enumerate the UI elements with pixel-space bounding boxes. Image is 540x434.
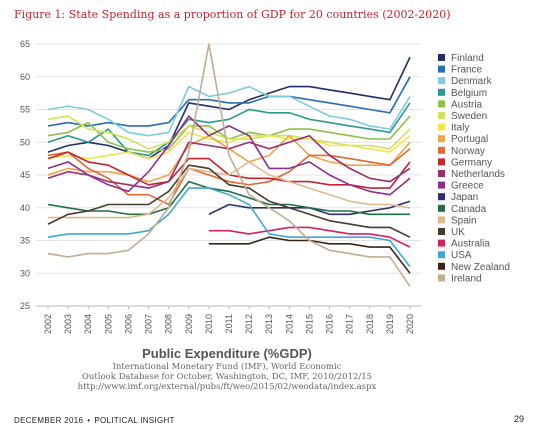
y-tick-label: 35 [20,236,30,246]
y-tick-label: 65 [20,39,30,49]
source-line-3: http://www.imf.org/external/pubs/ft/weo/… [77,382,377,392]
legend-swatch-belgium [438,88,445,96]
x-tick-label: 2015 [304,314,314,334]
x-tick-label: 2018 [365,314,375,334]
legend-swatch-ireland [438,274,445,282]
y-tick-label: 60 [20,72,30,82]
footer-publication: POLITICAL INSIGHT [94,416,175,425]
legend-swatch-spain [438,216,445,224]
series-line-finland [47,56,411,160]
legend-swatch-france [438,65,445,73]
x-axis-title: Public Expenditure (%GDP) [142,346,312,361]
series-line-belgium [47,102,411,157]
legend-swatch-japan [438,193,445,201]
legend-swatch-austria [438,100,445,108]
x-tick-label: 2020 [405,314,415,334]
legend-label-france: France [451,65,483,76]
y-tick-label: 30 [20,268,30,278]
legend-swatch-canada [438,204,445,212]
series-line-ireland [47,43,411,287]
series-lines [47,43,411,287]
legend-swatch-finland [438,54,445,61]
legend-label-ireland: Ireland [451,273,482,284]
x-tick-label: 2003 [63,314,73,334]
series-line-spain [48,161,411,219]
legend-label-uk: UK [451,227,465,238]
source-line-1: International Monetary Fund (IMF), World… [112,362,342,372]
series-line-denmark [47,85,411,137]
series-line-usa [47,187,411,268]
x-tick-label: 2010 [204,314,214,334]
legend-label-usa: USA [451,250,472,261]
x-tick-label: 2002 [43,314,53,334]
legend-label-denmark: Denmark [451,76,493,87]
legend-label-germany: Germany [451,157,492,168]
x-tick-label: 2016 [325,314,335,334]
legend-label-austria: Austria [451,99,483,110]
legend-swatch-portugal [438,135,445,143]
series-line-italy [47,131,411,160]
legend-label-portugal: Portugal [451,134,488,145]
legend-swatch-new-zealand [438,262,445,270]
y-tick-label: 40 [20,203,30,213]
y-tick-label: 50 [20,137,30,147]
series-line-uk [47,164,411,238]
legend-label-spain: Spain [451,215,477,226]
y-tick-label: 55 [20,105,30,115]
legend-label-canada: Canada [451,204,486,215]
legend-swatch-italy [438,123,445,131]
legend-label-greece: Greece [451,181,484,192]
legend: FinlandFranceDenmarkBelgiumAustriaSweden… [438,53,510,284]
footer-left: DECEMBER 2016 • POLITICAL INSIGHT [14,416,175,425]
page-number: 29 [513,414,524,424]
series-line-france [47,76,411,127]
footer-month: DECEMBER 2016 [14,416,84,425]
legend-swatch-norway [438,146,445,154]
legend-swatch-sweden [438,112,445,119]
footer-separator: • [87,416,91,425]
x-tick-label: 2013 [264,314,274,334]
legend-label-netherlands: Netherlands [451,169,505,180]
x-tick-label: 2006 [123,314,133,334]
x-tick-label: 2019 [385,314,395,334]
x-tick-label: 2008 [164,314,174,334]
series-line-new-zealand [208,236,411,274]
legend-label-italy: Italy [451,123,469,134]
legend-swatch-uk [438,228,445,235]
legend-swatch-germany [438,158,445,166]
x-tick-label: 2007 [144,314,154,334]
legend-label-sweden: Sweden [451,111,487,122]
legend-label-norway: Norway [451,146,485,157]
x-tick-label: 2011 [224,314,234,333]
x-tick-label: 2004 [83,314,93,334]
legend-swatch-usa [438,251,445,259]
x-tick-label: 2005 [103,314,113,334]
y-axis-ticks: 25 30 35 40 45 50 55 60 65 [20,39,30,311]
source-line-2: Outlook Database for October, Washington… [81,372,373,382]
legend-swatch-netherlands [438,170,445,177]
x-tick-label: 2012 [244,314,254,334]
x-tick-label: 2014 [284,314,294,334]
legend-label-japan: Japan [451,192,478,203]
series-line-netherlands [47,134,411,189]
series-line-canada [47,180,410,216]
legend-label-australia: Australia [451,239,490,250]
x-tick-label: 2017 [345,314,355,334]
series-line-greece [47,115,411,196]
y-tick-label: 45 [20,170,30,180]
series-line-norway [47,148,411,206]
legend-label-new-zealand: New Zealand [451,262,510,273]
figure-title: Figure 1: State Spending as a proportion… [14,8,451,21]
x-axis-ticks: 2002 2003 2004 2005 2006 2007 2008 2009 2010 2011… [36,305,422,334]
legend-label-belgium: Belgium [451,88,487,99]
legend-swatch-denmark [438,77,445,85]
legend-swatch-australia [438,239,445,247]
x-tick-label: 2009 [184,314,194,334]
legend-label-finland: Finland [451,53,484,64]
series-line-australia [208,226,411,248]
y-tick-label: 25 [20,301,30,311]
legend-swatch-greece [438,181,445,189]
